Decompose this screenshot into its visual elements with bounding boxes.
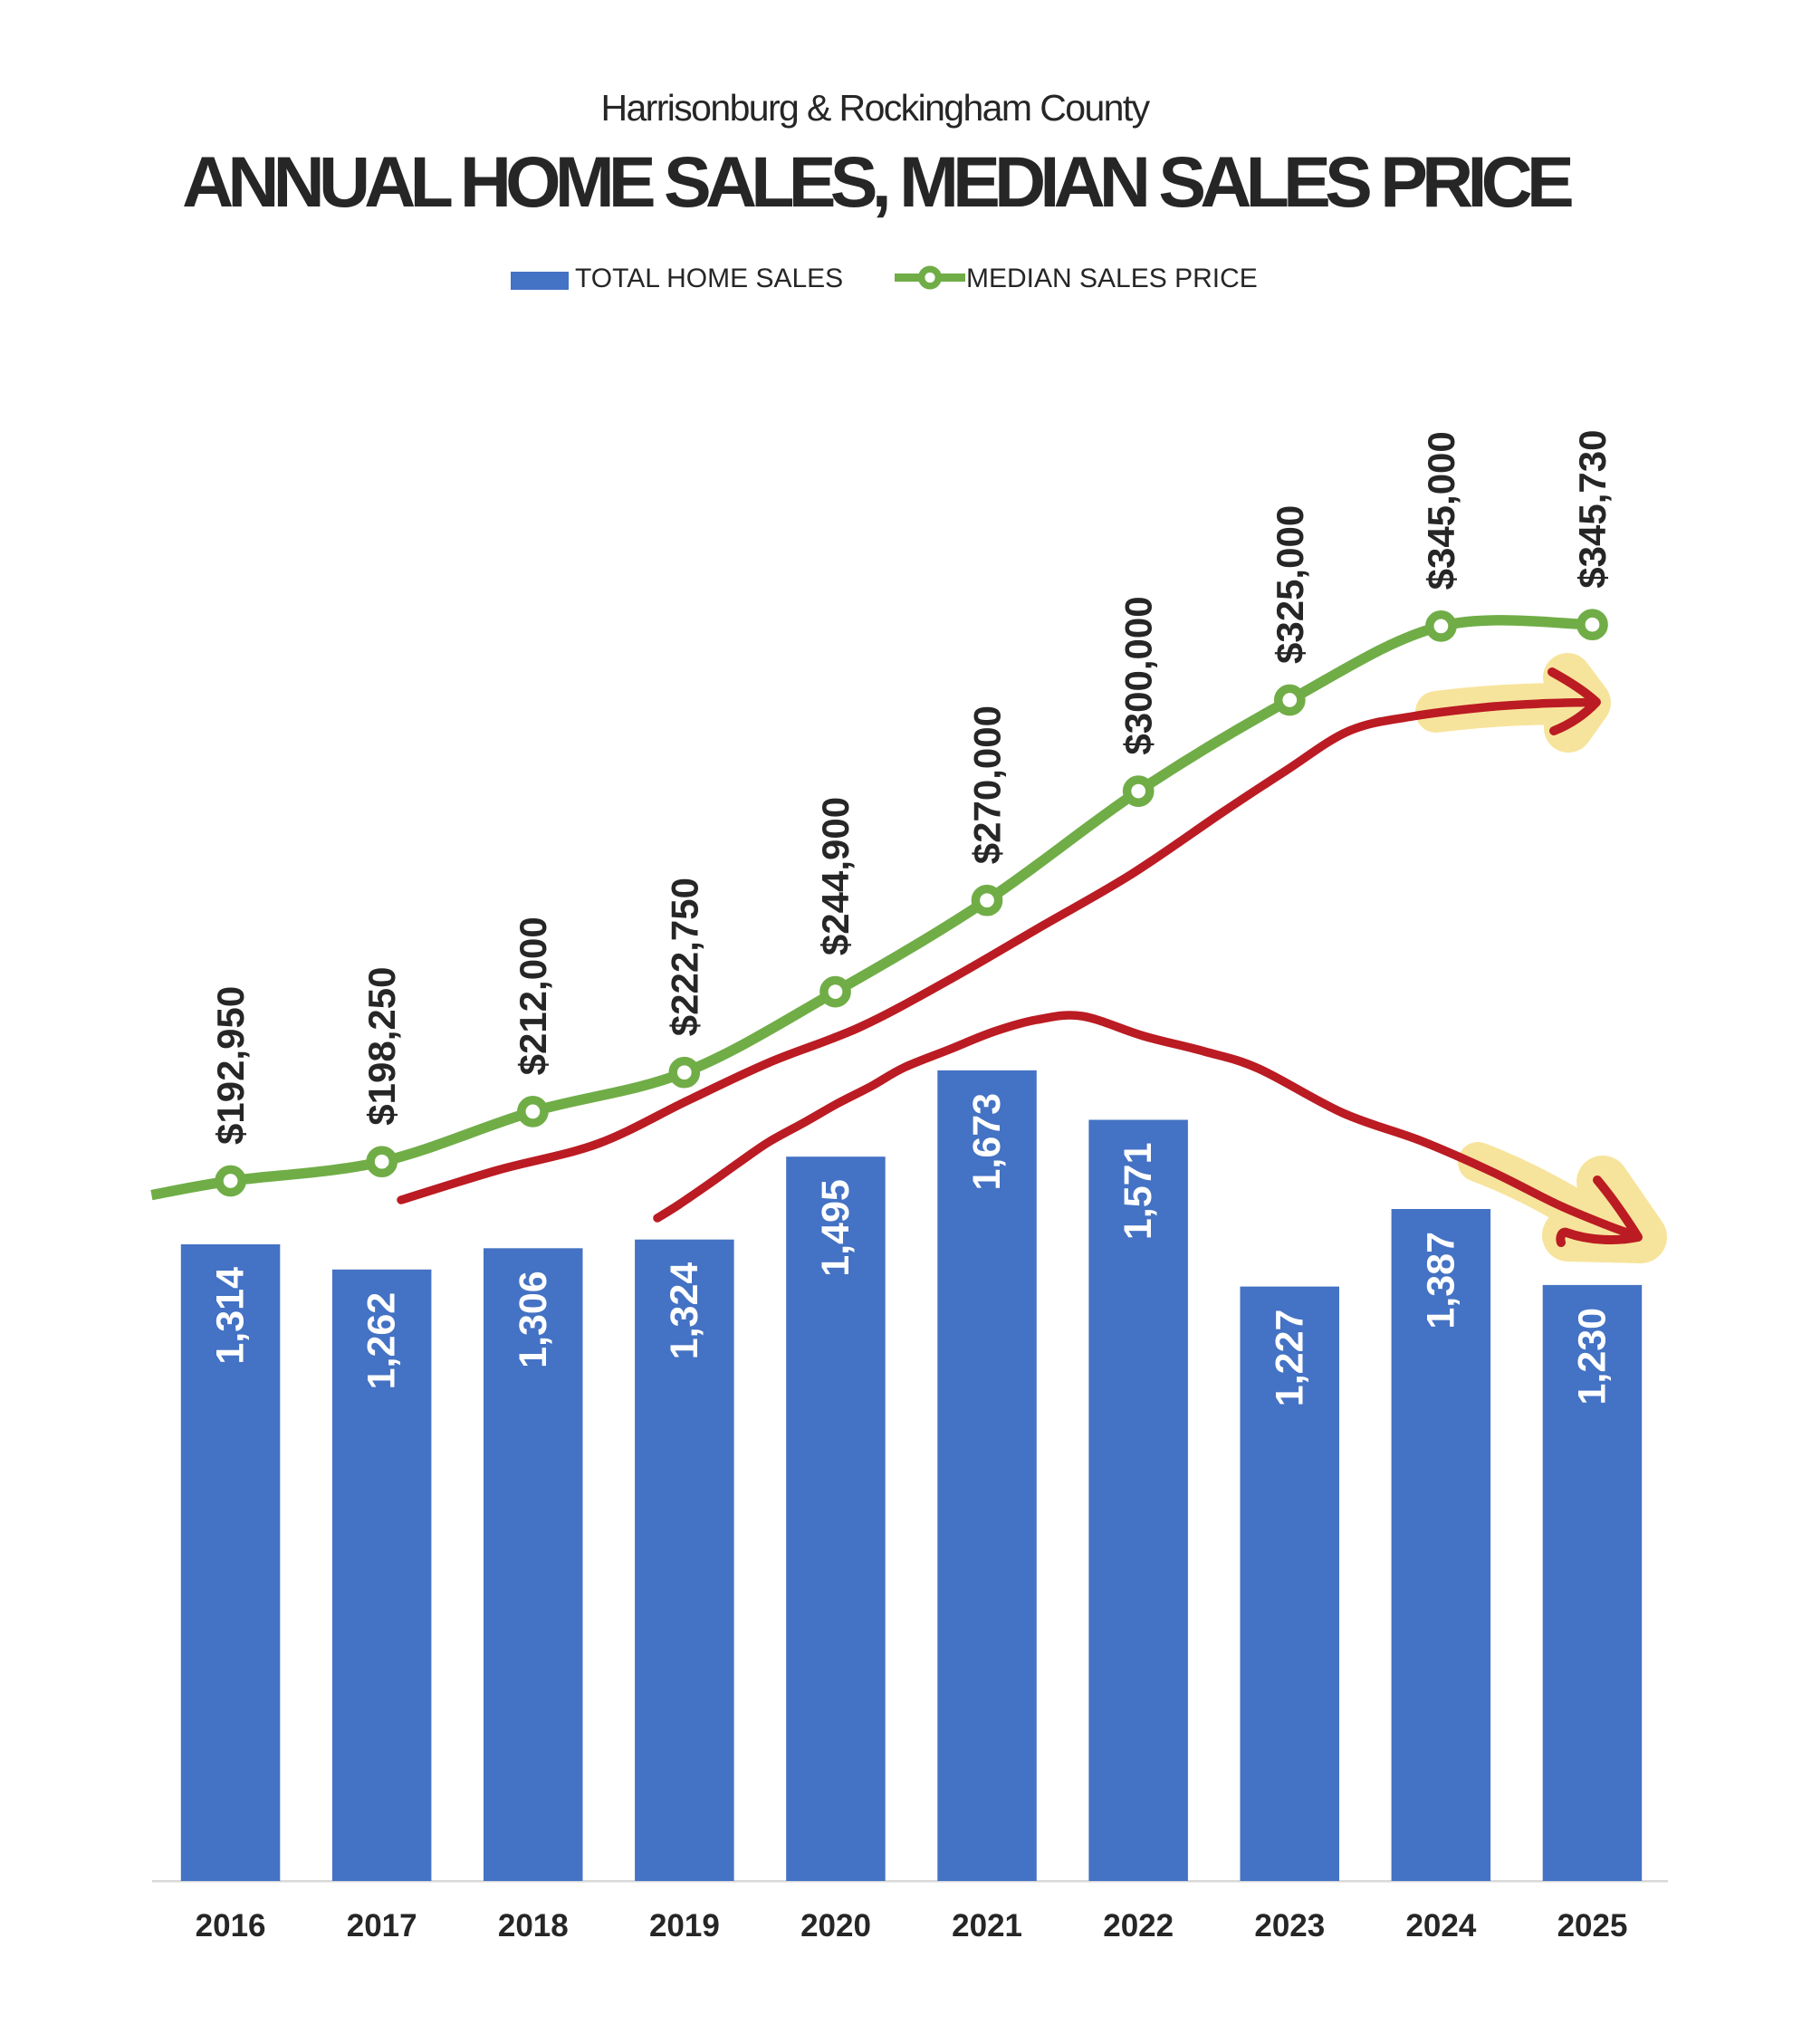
svg-text:2019: 2019 bbox=[649, 1908, 720, 1943]
svg-text:$345,000: $345,000 bbox=[1420, 431, 1462, 590]
svg-text:1,314: 1,314 bbox=[209, 1267, 253, 1365]
svg-text:$345,730: $345,730 bbox=[1571, 430, 1614, 589]
svg-text:1,673: 1,673 bbox=[965, 1093, 1009, 1191]
svg-text:1,387: 1,387 bbox=[1419, 1232, 1462, 1329]
svg-text:1,571: 1,571 bbox=[1116, 1143, 1160, 1241]
svg-text:MEDIAN SALES PRICE: MEDIAN SALES PRICE bbox=[966, 264, 1258, 293]
svg-text:$300,000: $300,000 bbox=[1117, 596, 1160, 754]
svg-text:$325,000: $325,000 bbox=[1269, 505, 1311, 664]
svg-text:2024: 2024 bbox=[1405, 1908, 1476, 1943]
svg-text:1,230: 1,230 bbox=[1571, 1308, 1615, 1406]
svg-text:$270,000: $270,000 bbox=[966, 705, 1009, 864]
svg-text:2016: 2016 bbox=[196, 1908, 266, 1943]
svg-text:ANNUAL HOME SALES, MEDIAN SALE: ANNUAL HOME SALES, MEDIAN SALES PRICE bbox=[182, 141, 1572, 222]
svg-text:2025: 2025 bbox=[1557, 1908, 1628, 1943]
svg-text:1,306: 1,306 bbox=[512, 1271, 555, 1368]
svg-text:2020: 2020 bbox=[800, 1908, 871, 1943]
svg-text:1,324: 1,324 bbox=[663, 1262, 706, 1360]
svg-text:TOTAL HOME SALES: TOTAL HOME SALES bbox=[575, 264, 843, 293]
svg-text:2021: 2021 bbox=[952, 1908, 1022, 1943]
svg-text:2017: 2017 bbox=[347, 1908, 417, 1943]
svg-text:1,227: 1,227 bbox=[1268, 1310, 1311, 1407]
svg-text:$198,250: $198,250 bbox=[360, 967, 403, 1126]
svg-text:$244,900: $244,900 bbox=[814, 797, 857, 955]
svg-text:$192,950: $192,950 bbox=[209, 986, 252, 1145]
svg-text:2018: 2018 bbox=[498, 1908, 569, 1943]
svg-text:$212,000: $212,000 bbox=[512, 916, 554, 1075]
svg-text:2023: 2023 bbox=[1254, 1908, 1325, 1943]
svg-text:Harrisonburg & Rockingham Coun: Harrisonburg & Rockingham County bbox=[600, 87, 1150, 129]
svg-text:1,495: 1,495 bbox=[814, 1179, 858, 1277]
svg-text:1,262: 1,262 bbox=[360, 1292, 404, 1390]
svg-text:2022: 2022 bbox=[1103, 1908, 1174, 1943]
svg-text:$222,750: $222,750 bbox=[663, 878, 705, 1036]
